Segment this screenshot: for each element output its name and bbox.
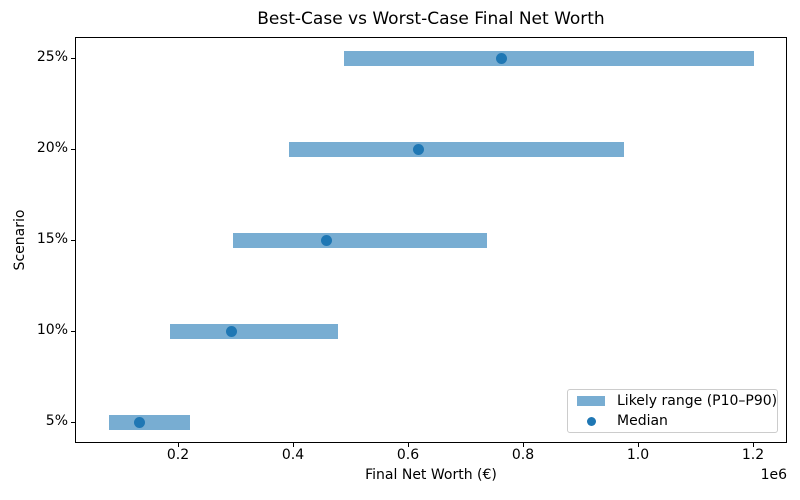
- legend-entry-median: Median: [577, 411, 777, 431]
- legend-entry-range: Likely range (P10–P90): [577, 391, 777, 411]
- range-bar-swatch-icon: [577, 396, 605, 406]
- median-dot: [320, 235, 332, 246]
- x-axis-label: Final Net Worth (€): [365, 467, 497, 483]
- median-dot: [226, 326, 238, 337]
- chart-title: Best-Case vs Worst-Case Final Net Worth: [257, 9, 605, 29]
- y-tick-label: 25%: [36, 49, 68, 65]
- plot-area: [75, 37, 787, 443]
- median-dot-swatch-icon: [586, 416, 596, 426]
- y-tick-mark: [71, 421, 75, 423]
- x-tick-label: 0.8: [511, 447, 535, 463]
- y-tick-label: 5%: [45, 413, 68, 429]
- x-tick-mark: [523, 443, 524, 447]
- y-tick-mark: [71, 330, 75, 332]
- y-tick-mark: [71, 239, 75, 241]
- x-tick-label: 0.2: [166, 447, 190, 463]
- median-dot: [413, 144, 425, 155]
- y-tick-label: 15%: [36, 231, 68, 247]
- y-tick-mark: [71, 148, 75, 150]
- x-tick-mark: [408, 443, 409, 447]
- x-tick-label: 0.6: [396, 447, 420, 463]
- range-bar: [289, 142, 625, 157]
- legend-label-median: Median: [617, 413, 668, 429]
- y-tick-label: 10%: [36, 322, 68, 338]
- x-tick-label: 1.0: [626, 447, 650, 463]
- range-bar: [232, 233, 487, 248]
- median-dot: [495, 53, 507, 64]
- x-axis-offset-multiplier: 1e6: [760, 467, 787, 483]
- range-bar: [169, 324, 338, 339]
- x-tick-mark: [753, 443, 754, 447]
- legend-label-range: Likely range (P10–P90): [617, 393, 778, 409]
- range-bar: [108, 415, 191, 430]
- range-bar: [344, 51, 754, 66]
- legend-key: [577, 416, 605, 426]
- x-tick-mark: [293, 443, 294, 447]
- legend: Likely range (P10–P90) Median: [567, 389, 778, 433]
- x-tick-label: 0.4: [281, 447, 305, 463]
- y-tick-label: 20%: [36, 140, 68, 156]
- x-tick-mark: [178, 443, 179, 447]
- x-tick-mark: [638, 443, 639, 447]
- legend-key: [577, 396, 605, 406]
- x-tick-label: 1.2: [741, 447, 765, 463]
- median-dot: [133, 417, 145, 428]
- y-tick-mark: [71, 57, 75, 59]
